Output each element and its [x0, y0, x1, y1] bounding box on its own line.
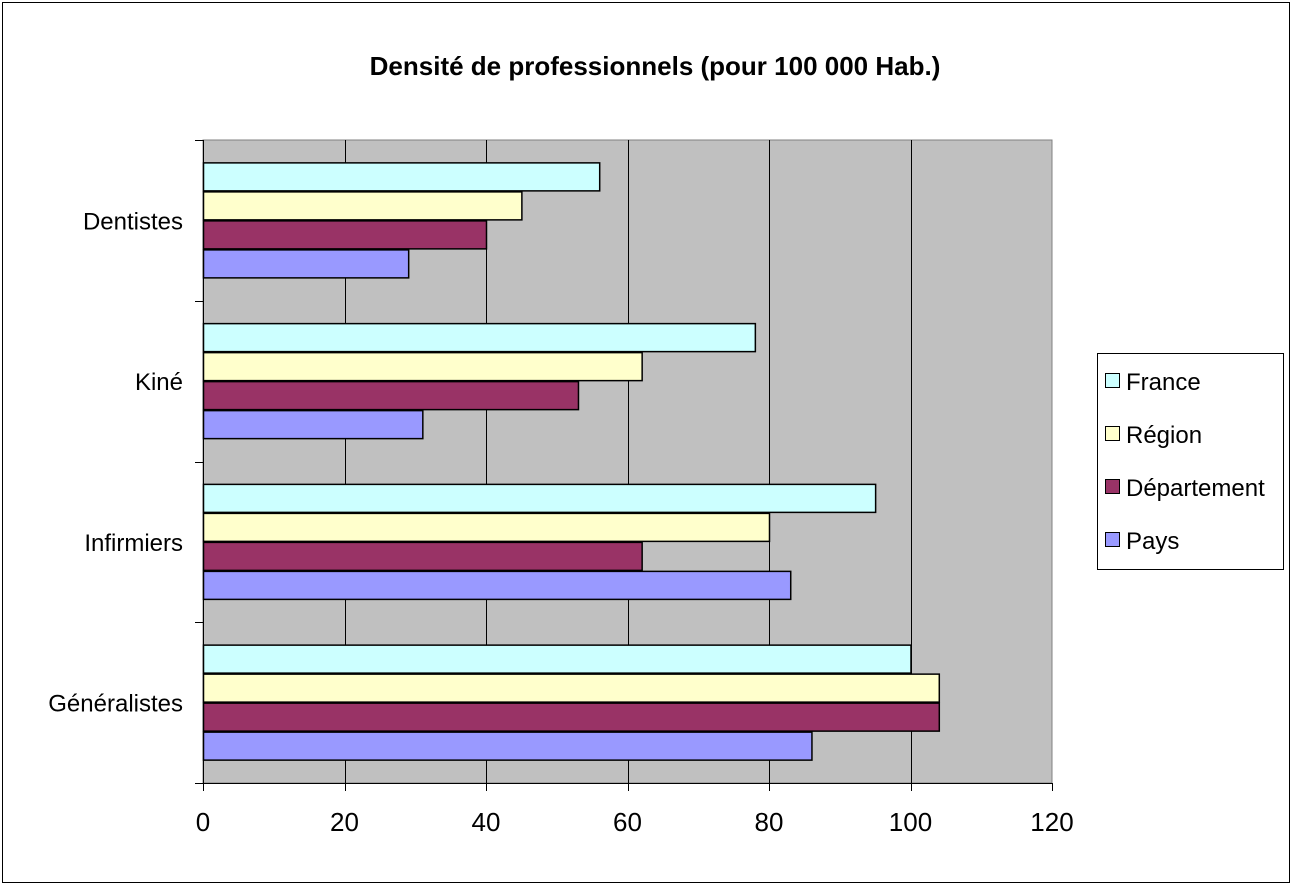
category-label: Généralistes [48, 691, 183, 718]
bar-généralistes-région [202, 673, 941, 703]
x-tick-label: 0 [196, 807, 210, 837]
x-tick-label: 100 [889, 807, 932, 837]
bar-infirmiers-département [202, 541, 643, 572]
category-label: Infirmiers [84, 530, 183, 557]
bar-généralistes-département [202, 702, 941, 732]
legend-box [1097, 353, 1284, 570]
x-tick-label: 120 [1030, 807, 1073, 837]
bar-dentistes-région [202, 191, 523, 221]
bar-kiné-pays [202, 409, 424, 440]
legend-label: France [1126, 369, 1201, 396]
chart-title: Densité de professionnels (pour 100 000 … [370, 51, 941, 81]
bar-infirmiers-pays [202, 570, 792, 601]
bar-dentistes-pays [202, 249, 410, 279]
x-tick-label: 40 [472, 807, 501, 837]
legend-swatch-france [1105, 373, 1120, 388]
legend-label: Département [1126, 475, 1265, 502]
x-tick-label: 60 [613, 807, 642, 837]
x-tick-label: 80 [755, 807, 784, 837]
category-label: Kiné [135, 369, 183, 396]
bar-dentistes-france [202, 162, 601, 192]
bar-infirmiers-région [202, 512, 771, 543]
x-tick-label: 20 [330, 807, 359, 837]
bar-infirmiers-france [202, 483, 877, 514]
bar-dentistes-département [202, 220, 488, 250]
category-label: Dentistes [83, 208, 183, 235]
legend-swatch-région [1105, 426, 1120, 441]
legend-label: Pays [1126, 528, 1179, 555]
bar-kiné-région [202, 351, 643, 382]
bar-kiné-france [202, 322, 757, 353]
legend-swatch-pays [1105, 532, 1120, 547]
bar-kiné-département [202, 380, 580, 411]
bar-généralistes-pays [202, 731, 813, 761]
legend-swatch-département [1105, 479, 1120, 494]
legend-label: Région [1126, 422, 1202, 449]
bar-généralistes-france [202, 644, 912, 674]
